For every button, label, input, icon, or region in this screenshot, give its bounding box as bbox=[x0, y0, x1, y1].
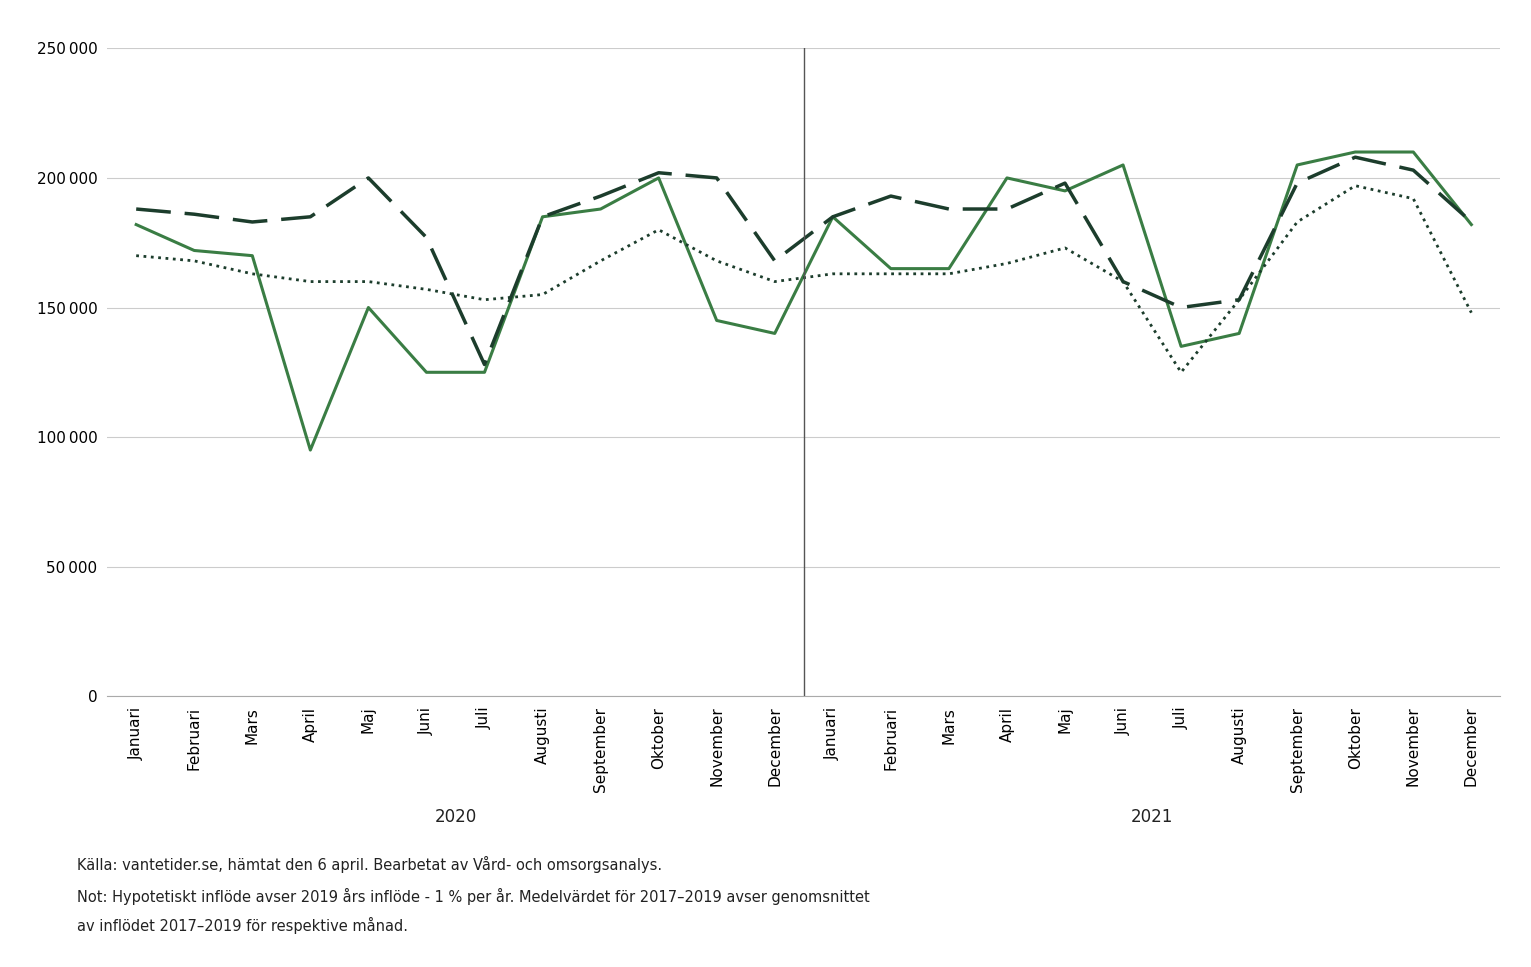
Text: 2021: 2021 bbox=[1131, 808, 1173, 826]
Text: 2020: 2020 bbox=[435, 808, 476, 826]
Text: Not: Hypotetiskt inflöde avser 2019 års inflöde - 1 % per år. Medelvärdet för 20: Not: Hypotetiskt inflöde avser 2019 års … bbox=[77, 888, 870, 905]
Text: Källa: vantetider.se, hämtat den 6 april. Bearbetat av Vård- och omsorgsanalys.: Källa: vantetider.se, hämtat den 6 april… bbox=[77, 856, 661, 873]
Text: av inflödet 2017–2019 för respektive månad.: av inflödet 2017–2019 för respektive mån… bbox=[77, 917, 407, 934]
